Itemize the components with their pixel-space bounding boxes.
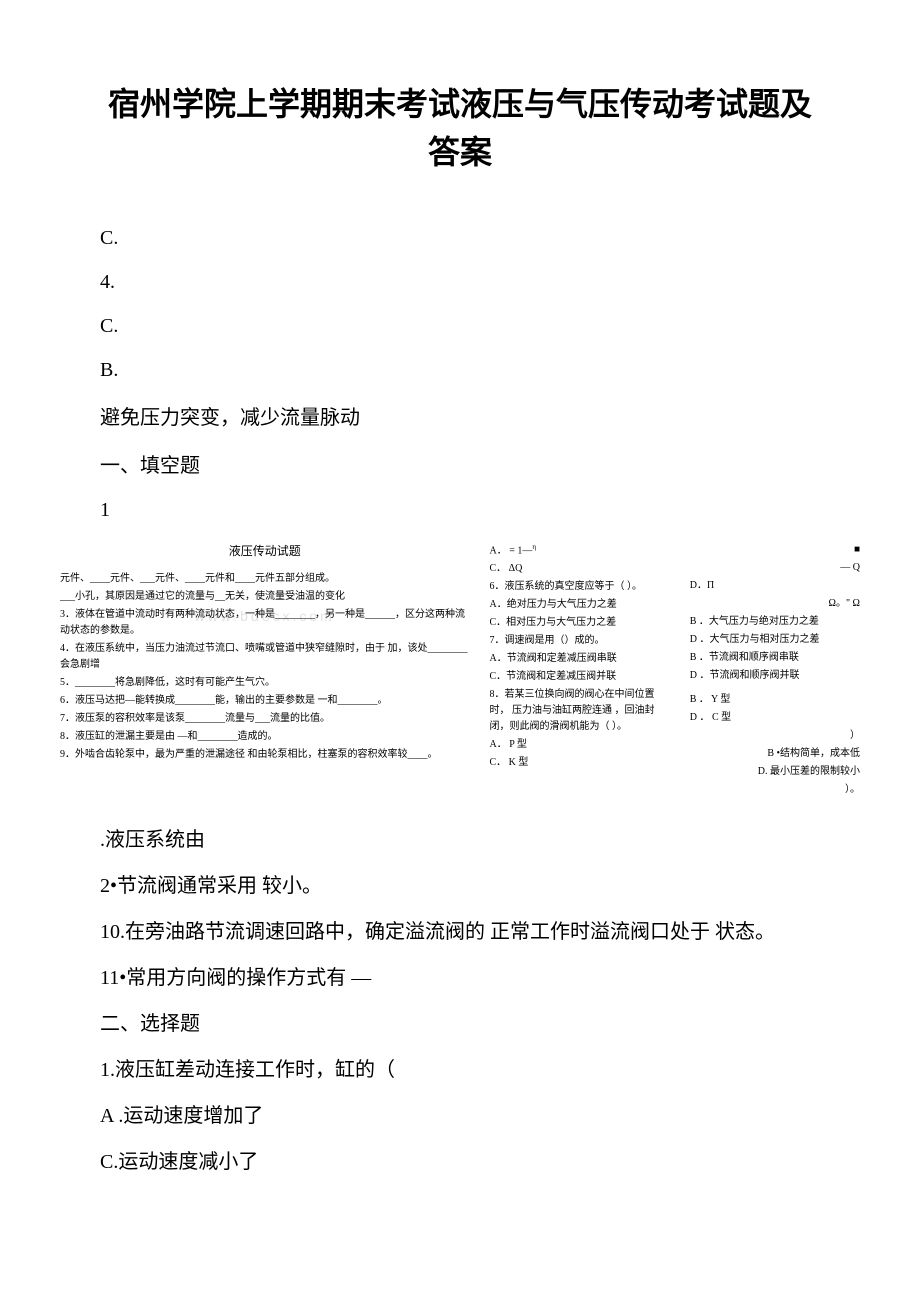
- r-q6a: A．绝对压力与大气压力之差: [490, 597, 660, 613]
- dense-l5: 5．________将急剧降低，这时有可能产生气穴。: [60, 675, 470, 691]
- r-b2o: Ω。" Ω: [690, 596, 860, 612]
- r-tail1: ）: [690, 728, 860, 744]
- r-q7: 7．调速阀是用（）成的。: [490, 633, 660, 649]
- dense-l9: 9．外啮合齿轮泵中，最为严重的泄漏途径 和由轮泵相比，柱塞泵的容积效率较____…: [60, 747, 470, 763]
- r-tail3: D. 最小压差的限制较小: [690, 764, 860, 780]
- dense-l2: ___小孔，其原因是通过它的流量与__无关，使流量受油温的变化: [60, 589, 470, 605]
- r-q6b: B ．大气压力与绝对压力之差: [690, 614, 860, 630]
- dense-exam-block: 液压传动试题 元件、____元件、___元件、____元件和____元件五部分组…: [60, 542, 860, 800]
- r-b-top: ■: [690, 542, 860, 558]
- dense-right-colB: ■ — Q D．Π Ω。" Ω B ．大气压力与绝对压力之差 D ．大气压力与相…: [690, 542, 860, 800]
- r-tail4: ）。: [690, 782, 860, 798]
- r-q8d: D ． C 型: [690, 710, 860, 726]
- lower-p3: 10.在旁油路节流调速回路中，确定溢流阀的 正常工作时溢流阀口处于 状态。: [100, 912, 860, 952]
- r-b2d: D．Π: [690, 578, 860, 594]
- line-c2: C.: [100, 304, 860, 348]
- line-long1: 避免压力突变，减少流量脉动: [100, 396, 860, 440]
- dense-l3: 3．液体在管道中流动时有两种流动状态，一种是________，另一种是_____…: [60, 607, 470, 639]
- line-1: 1: [100, 488, 860, 532]
- r-q7b: B ．节流阀和顺序阀串联: [690, 650, 860, 666]
- lower-p4: 11•常用方向阀的操作方式有 —: [100, 958, 860, 998]
- lower-p6: 1.液压缸差动连接工作时，缸的（: [100, 1050, 860, 1090]
- section-1-heading: 一、填空题: [100, 444, 860, 488]
- lower-p2: 2•节流阀通常采用 较小。: [100, 866, 860, 906]
- lower-p5: 二、选择题: [100, 1004, 860, 1044]
- dense-l6: 6．液压马达把—能转换成________能，输出的主要参数是 一和_______…: [60, 693, 470, 709]
- lower-p1: .液压系统由: [100, 820, 860, 860]
- r-tail2: B •结构简单，成本低: [690, 746, 860, 762]
- lower-p7: A .运动速度增加了: [100, 1096, 860, 1136]
- dense-l8: 8．液压缸的泄漏主要是由 —和________造成的。: [60, 729, 470, 745]
- r-q8c: C． K 型: [490, 755, 660, 771]
- r-a1: A． = 1—η: [490, 542, 660, 559]
- r-q6d: D ．大气压力与相对压力之差: [690, 632, 860, 648]
- dense-right-colA: A． = 1—η C． ΔQ 6．液压系统的真空度应等于（ ）。 A．绝对压力与…: [490, 542, 660, 800]
- r-b1q: — Q: [690, 560, 860, 576]
- line-c1: C.: [100, 216, 860, 260]
- document-title: 宿州学院上学期期末考试液压与气压传动考试题及答案: [60, 80, 860, 176]
- line-4: 4.: [100, 260, 860, 304]
- dense-left-col: 液压传动试题 元件、____元件、___元件、____元件和____元件五部分组…: [60, 542, 470, 800]
- dense-l1: 元件、____元件、___元件、____元件和____元件五部分组成。: [60, 571, 470, 587]
- r-q7c: C．节流阀和定差减压阀并联: [490, 669, 660, 685]
- line-b1: B.: [100, 348, 860, 392]
- dense-title: 液压传动试题: [60, 542, 470, 561]
- r-q6c: C．相对压力与大气压力之差: [490, 615, 660, 631]
- dense-l7: 7．液压泵的容积效率是该泵________流量与___流量的比值。: [60, 711, 470, 727]
- r-q7d: D ．节流阀和顺序阀并联: [690, 668, 860, 684]
- dense-l4: 4．在液压系统中，当压力油流过节流口、喷嘴或管道中狭窄缝隙时，由于 加，该处__…: [60, 641, 470, 673]
- dense-right-col: A． = 1—η C． ΔQ 6．液压系统的真空度应等于（ ）。 A．绝对压力与…: [490, 542, 861, 800]
- r-q6: 6．液压系统的真空度应等于（ ）。: [490, 579, 660, 595]
- r-q8a: A． P 型: [490, 737, 660, 753]
- r-q7a: A．节流阀和定差减压阀串联: [490, 651, 660, 667]
- lower-p8: C.运动速度减小了: [100, 1142, 860, 1182]
- r-a2: C． ΔQ: [490, 561, 660, 577]
- r-q8: 8．若某三位换向阀的阀心在中间位置时， 压力油与油缸两腔连通 ，回油封闭，则此阀…: [490, 687, 660, 735]
- r-q8b: B ． Y 型: [690, 692, 860, 708]
